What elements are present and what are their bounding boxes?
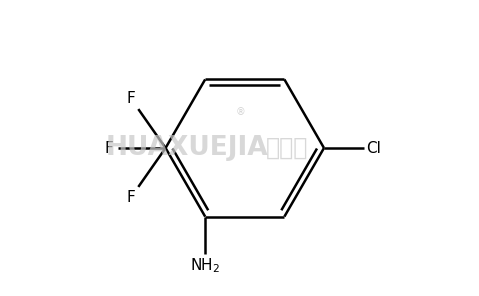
Text: 化学加: 化学加 xyxy=(266,136,308,160)
Text: F: F xyxy=(104,141,113,155)
Text: HUAXUEJIA: HUAXUEJIA xyxy=(105,135,268,161)
Text: F: F xyxy=(127,91,136,107)
Text: ®: ® xyxy=(236,107,246,117)
Text: NH$_2$: NH$_2$ xyxy=(190,256,220,275)
Text: Cl: Cl xyxy=(366,141,381,155)
Text: F: F xyxy=(127,189,136,205)
